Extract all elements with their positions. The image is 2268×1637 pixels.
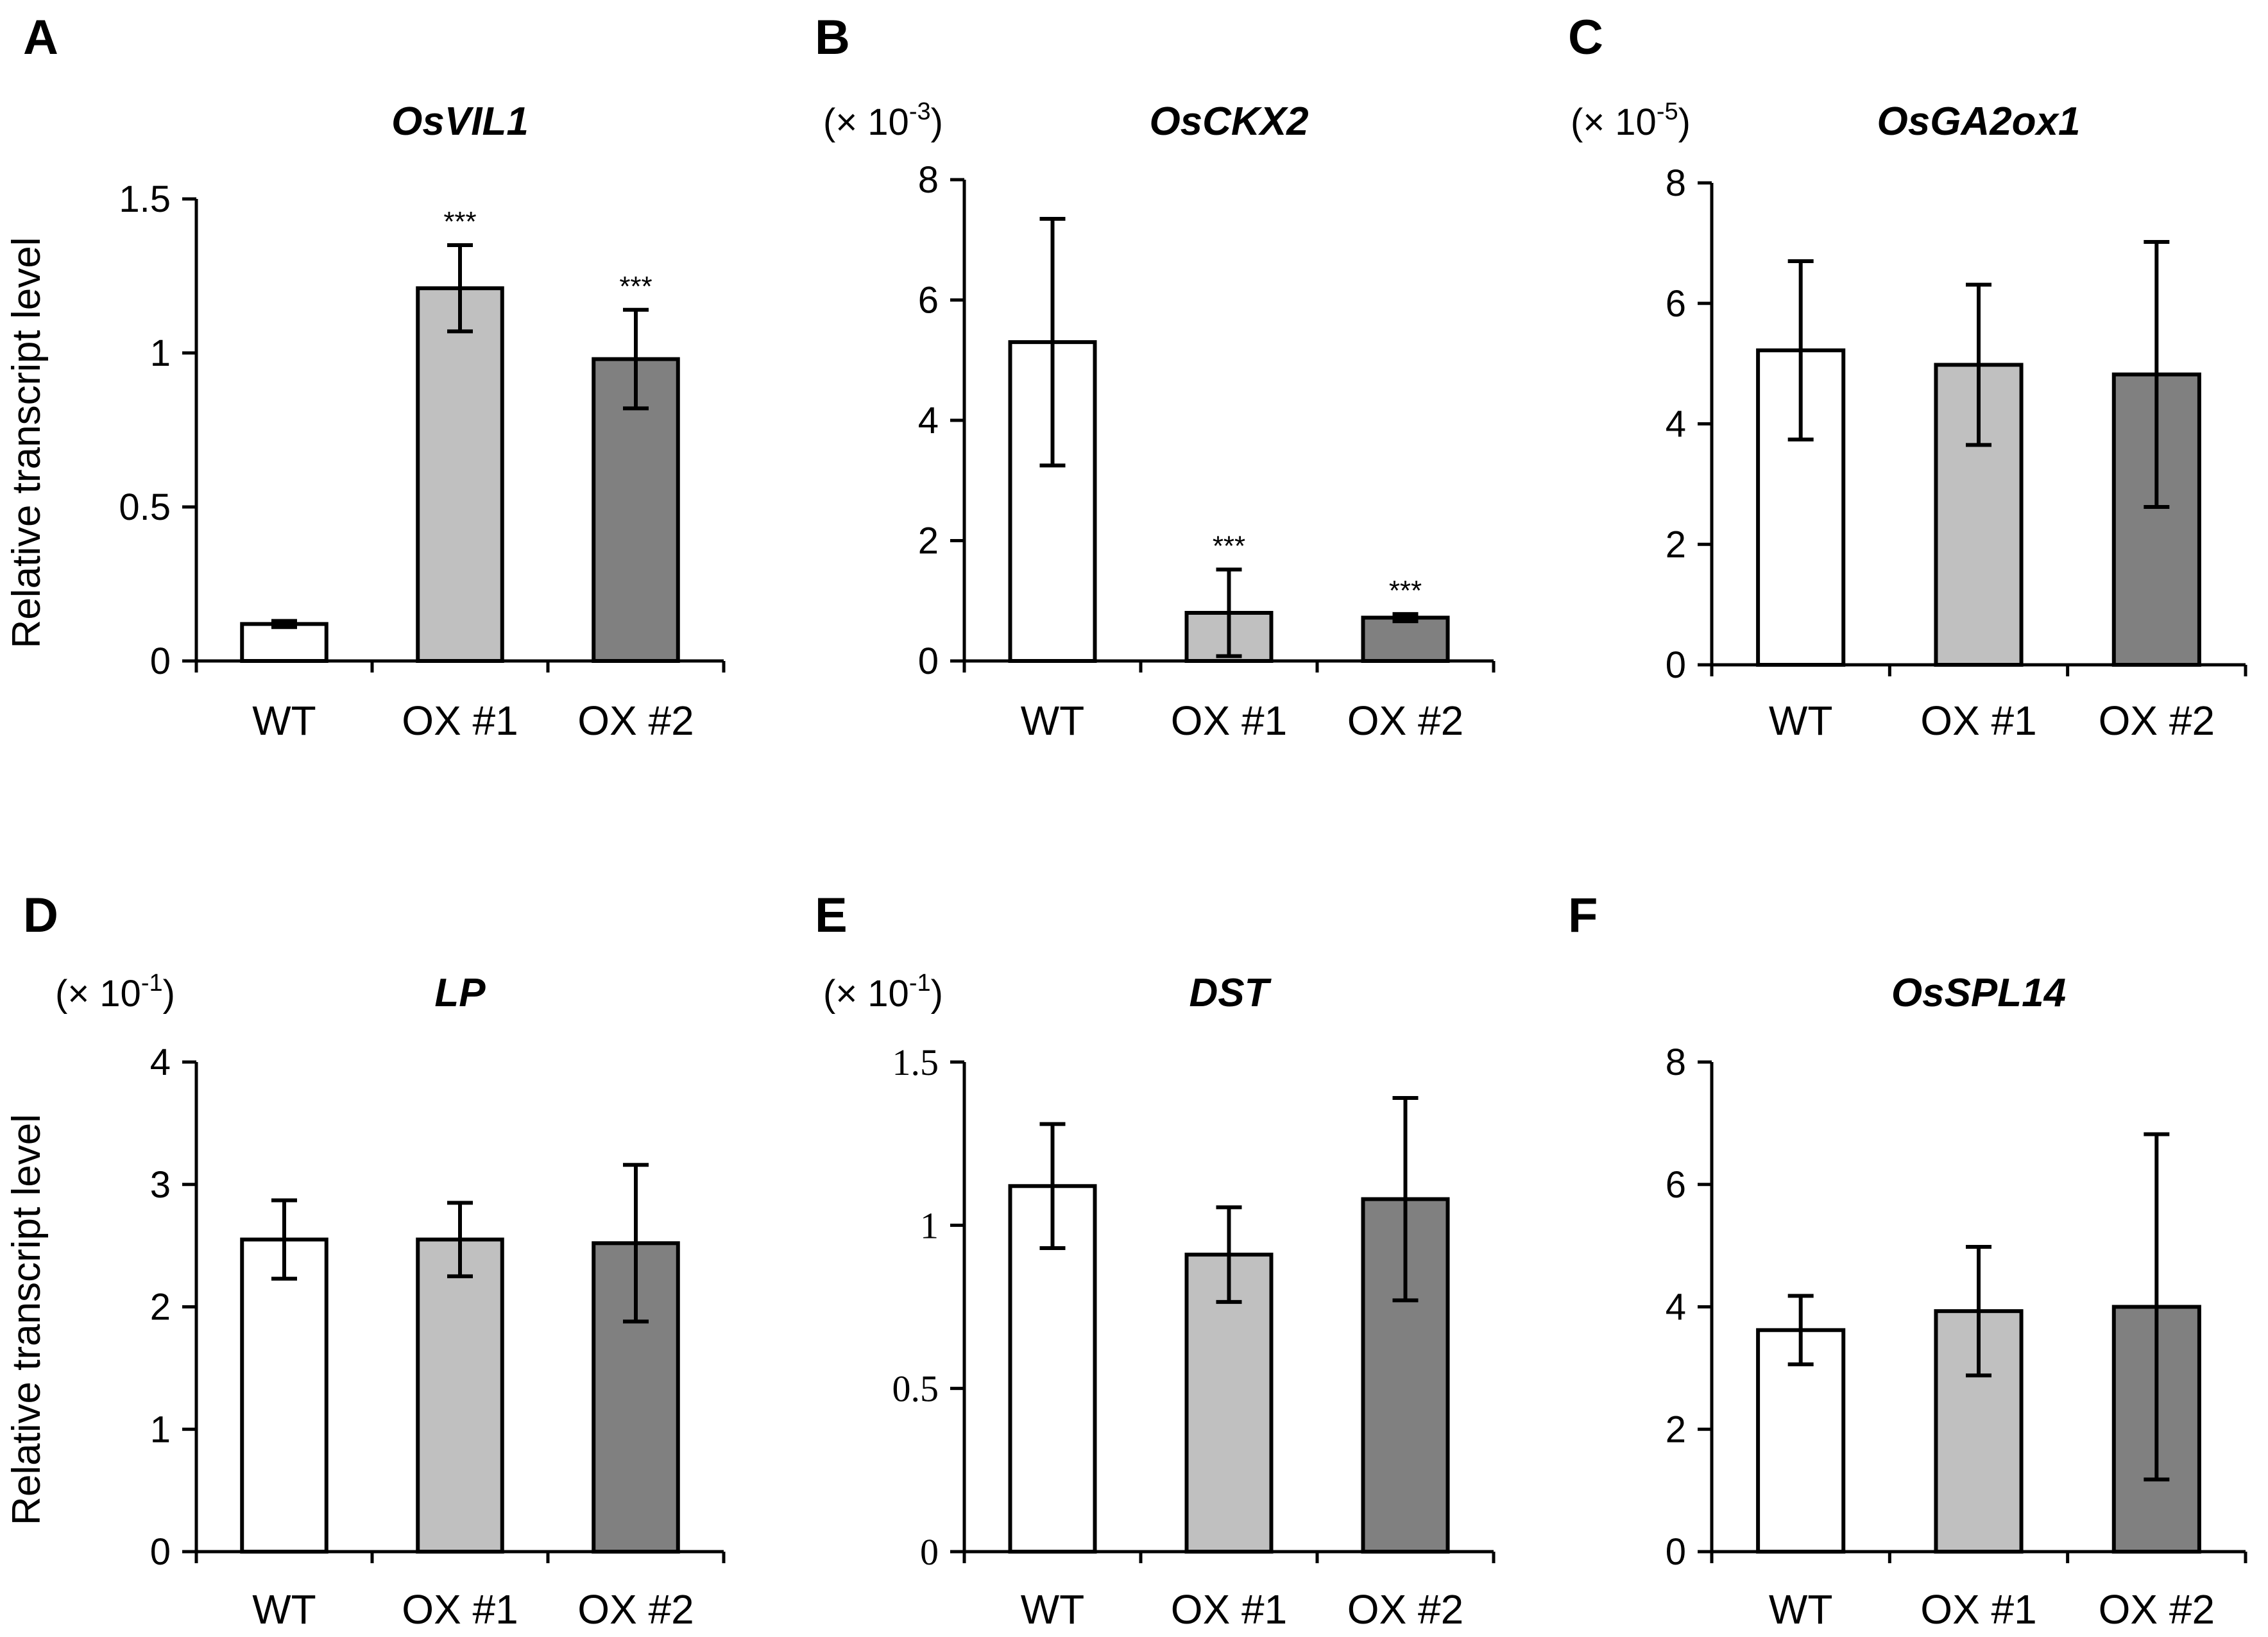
y-tick-label: 8 bbox=[918, 159, 939, 201]
x-category-label: OX #1 bbox=[1920, 698, 2036, 744]
panel-letter: D bbox=[23, 888, 58, 943]
scale-factor: (× 10-1) bbox=[823, 970, 943, 1015]
y-tick-label: 4 bbox=[918, 400, 939, 441]
panel-letter: C bbox=[1568, 10, 1603, 65]
scale-factor: (× 10-5) bbox=[1571, 98, 1691, 143]
x-category-label: OX #1 bbox=[1920, 1586, 2036, 1633]
y-tick-label: 1 bbox=[150, 332, 171, 374]
bar-ox-2 bbox=[1361, 615, 1450, 663]
chart-title: OsSPL14 bbox=[1891, 971, 2066, 1015]
y-tick-label: 4 bbox=[1666, 404, 1686, 445]
x-category-label: WT bbox=[252, 698, 316, 744]
significance-marker: *** bbox=[619, 271, 652, 302]
x-category-label: OX #2 bbox=[577, 1586, 694, 1633]
x-category-label: WT bbox=[1769, 1586, 1833, 1633]
panel-letter: A bbox=[23, 10, 58, 65]
y-tick-label: 4 bbox=[150, 1041, 171, 1083]
scale-prefix: (× 10 bbox=[823, 973, 909, 1015]
x-category-label: OX #2 bbox=[1347, 698, 1463, 744]
x-category-label: OX #1 bbox=[402, 698, 518, 744]
x-category-label: WT bbox=[1769, 698, 1833, 744]
scale-prefix: (× 10 bbox=[55, 973, 141, 1015]
significance-marker: *** bbox=[1213, 531, 1245, 562]
chart-title: DST bbox=[1189, 971, 1272, 1015]
significance-marker: *** bbox=[443, 206, 476, 237]
y-tick-label: 0 bbox=[150, 1531, 171, 1573]
scale-factor: (× 10-1) bbox=[55, 970, 175, 1015]
y-tick-label: 0 bbox=[920, 1531, 939, 1573]
scale-suffix: ) bbox=[931, 101, 943, 143]
y-tick-label: 2 bbox=[1666, 524, 1686, 565]
bar-ox-1 bbox=[416, 1237, 504, 1554]
y-tick-label: 6 bbox=[918, 280, 939, 321]
scale-suffix: ) bbox=[931, 973, 943, 1015]
panel-letter: E bbox=[815, 888, 848, 943]
y-tick-label: 6 bbox=[1666, 283, 1686, 325]
significance-marker: *** bbox=[1389, 575, 1422, 606]
y-tick-label: 0 bbox=[150, 640, 171, 682]
panel-letter: B bbox=[815, 10, 850, 65]
y-axis-label: Relative transcript level bbox=[4, 237, 49, 649]
scale-prefix: (× 10 bbox=[1571, 101, 1657, 143]
y-tick-label: 2 bbox=[918, 520, 939, 562]
panel-a: A OsVIL1 Relative transcript level 0 0.5 1 1.5… bbox=[4, 10, 726, 744]
scale-exponent: -1 bbox=[141, 970, 163, 997]
panel-f: F OsSPL14 0 2 4 6 8 WT OX #1 OX #2 bbox=[1568, 888, 2247, 1633]
chart-title: OsCKX2 bbox=[1149, 99, 1308, 144]
y-tick-label: 0 bbox=[918, 640, 939, 682]
y-tick-label: 1 bbox=[150, 1409, 171, 1450]
panel-letter: F bbox=[1568, 888, 1598, 943]
chart-title: OsGA2ox1 bbox=[1877, 99, 2080, 144]
y-tick-label: 1.5 bbox=[119, 178, 171, 220]
y-tick-label: 8 bbox=[1666, 1041, 1686, 1083]
x-category-label: WT bbox=[1021, 1586, 1085, 1633]
y-axis-label: Relative transcript level bbox=[4, 1114, 49, 1525]
x-category-label: WT bbox=[1021, 698, 1085, 744]
panel-e: E DST (× 10-1) 0 0.5 1 1.5 WT OX #1 OX #2 bbox=[815, 888, 1496, 1633]
panel-c: C OsGA2ox1 (× 10-5) 0 2 4 6 8 WT OX #1 OX #2 bbox=[1568, 10, 2247, 744]
bar-wt bbox=[1756, 1328, 1846, 1554]
bar-wt bbox=[240, 1237, 328, 1554]
x-category-label: OX #1 bbox=[402, 1586, 518, 1633]
scale-prefix: (× 10 bbox=[823, 101, 909, 143]
y-tick-label: 6 bbox=[1666, 1164, 1686, 1206]
scale-exponent: -5 bbox=[1657, 98, 1678, 125]
panel-b: B OsCKX2 (× 10-3) 0 2 4 6 8 WT *** OX #1 *** OX #2 bbox=[815, 10, 1496, 744]
y-tick-label: 3 bbox=[150, 1164, 171, 1206]
y-tick-label: 2 bbox=[1666, 1409, 1686, 1450]
y-tick-label: 4 bbox=[1666, 1287, 1686, 1328]
panel-d: D LP (× 10-1) Relative transcript level 0 1 2 3… bbox=[4, 888, 726, 1633]
bar-ox-1 bbox=[1184, 1253, 1274, 1554]
x-category-label: OX #2 bbox=[2099, 1586, 2215, 1633]
x-category-label: OX #2 bbox=[2099, 698, 2215, 744]
x-category-label: WT bbox=[252, 1586, 316, 1633]
x-category-label: OX #1 bbox=[1171, 1586, 1287, 1633]
chart-title: LP bbox=[434, 971, 486, 1015]
y-tick-label: 0.5 bbox=[892, 1368, 939, 1410]
scale-exponent: -3 bbox=[909, 98, 931, 125]
x-category-label: OX #1 bbox=[1171, 698, 1287, 744]
y-tick-label: 8 bbox=[1666, 162, 1686, 204]
scale-factor: (× 10-3) bbox=[823, 98, 943, 143]
chart-title: OsVIL1 bbox=[391, 99, 529, 144]
y-tick-label: 2 bbox=[150, 1287, 171, 1328]
x-category-label: OX #2 bbox=[1347, 1586, 1463, 1633]
bar-ox-2 bbox=[592, 357, 680, 663]
x-category-label: OX #2 bbox=[577, 698, 694, 744]
scale-exponent: -1 bbox=[909, 970, 931, 997]
bar-ox-1 bbox=[416, 286, 504, 663]
y-tick-label: 0.5 bbox=[119, 486, 171, 528]
y-tick-label: 1.5 bbox=[892, 1041, 939, 1083]
bar-wt bbox=[240, 622, 328, 664]
scale-suffix: ) bbox=[1678, 101, 1691, 143]
y-tick-label: 0 bbox=[1666, 1531, 1686, 1573]
scale-suffix: ) bbox=[163, 973, 175, 1015]
y-tick-label: 0 bbox=[1666, 644, 1686, 686]
y-tick-label: 1 bbox=[920, 1204, 939, 1246]
